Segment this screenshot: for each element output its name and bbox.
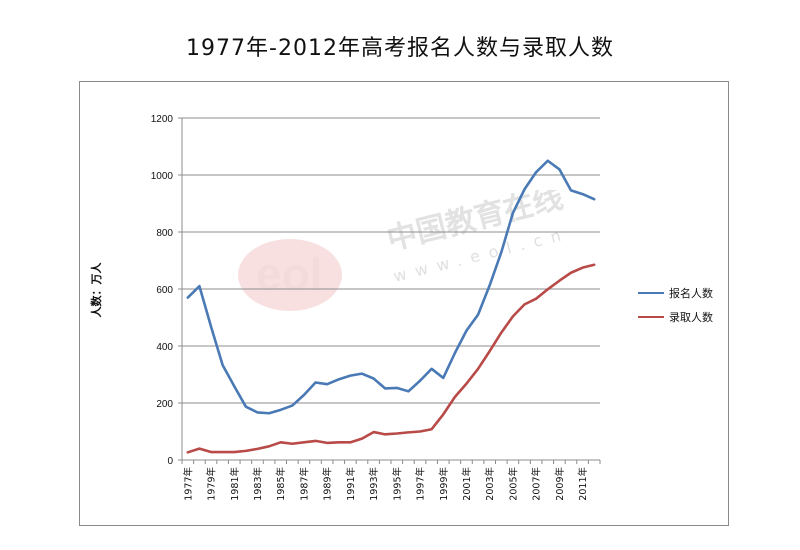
x-tick-label: 1981年 [229,467,241,501]
y-tick-label: 1000 [151,171,174,182]
x-tick-label: 2011年 [577,467,589,501]
x-tick-label: 1989年 [322,467,334,501]
legend-label-admissions: 录取人数 [669,311,713,324]
legend-line-admissions [638,316,664,318]
x-tick-label: 1991年 [345,467,357,501]
x-tick-label: 1979年 [206,467,218,501]
x-tick-label: 1987年 [298,467,310,501]
series-line-registrations [186,159,596,415]
y-tick-label: 1200 [151,114,174,125]
chart-title: 1977年-2012年高考报名人数与录取人数 [186,36,614,61]
legend-label-registrations: 报名人数 [669,287,713,300]
y-tick-label: 200 [156,399,173,410]
x-tick-label: 1985年 [275,467,287,501]
x-tick-label: 1997年 [415,467,427,501]
y-axis-label: 人数：万人 [90,262,103,318]
x-tick-label: 2009年 [554,467,566,501]
legend-line-registrations [638,292,664,294]
chart-frame [79,81,729,526]
x-tick-label: 1993年 [368,467,380,501]
x-tick-label: 1995年 [391,467,403,501]
x-tick-label: 2005年 [507,467,519,501]
legend-item-admissions: 录取人数 [638,308,713,326]
x-tick-label: 1977年 [182,467,194,501]
legend-item-registrations: 报名人数 [638,284,713,302]
y-tick-label: 800 [156,228,173,239]
series-line-admissions [186,263,596,454]
y-tick-label: 0 [167,456,173,467]
x-tick-label: 1999年 [438,467,450,501]
y-tick-label: 600 [156,285,173,296]
x-tick-label: 2001年 [461,467,473,501]
x-tick-label: 2007年 [531,467,543,501]
x-tick-label: 2003年 [484,467,496,501]
legend: 报名人数 录取人数 [638,284,713,332]
x-tick-label: 1983年 [252,467,264,501]
y-tick-label: 400 [156,342,173,353]
